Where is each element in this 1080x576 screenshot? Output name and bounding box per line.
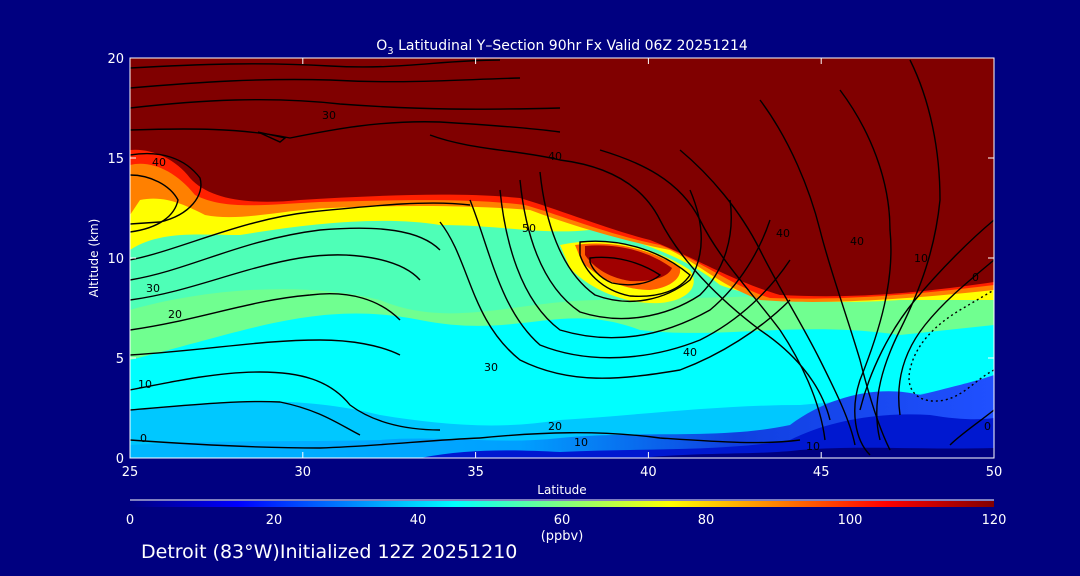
- contour-line: [589, 256, 662, 286]
- x-tick-label: 40: [640, 465, 657, 480]
- colorbar-tick-label: 20: [266, 513, 283, 528]
- contour-line: [579, 240, 691, 298]
- field-lens-120: [585, 245, 672, 282]
- contour-line: [876, 59, 941, 441]
- y-axis: 0 5 10 15 20: [107, 52, 994, 467]
- x-tick-label: 30: [295, 465, 312, 480]
- y-axis-label: Altitude (km): [87, 219, 101, 298]
- contour-line: [759, 99, 891, 451]
- colorbar-tick-label: 120: [982, 513, 1007, 528]
- contour-line: [898, 259, 994, 416]
- x-tick-label: 35: [467, 465, 484, 480]
- contour-label: 10: [574, 436, 588, 449]
- y-tick-label: 0: [116, 452, 124, 467]
- contour-line: [130, 371, 441, 431]
- contour-line: [130, 152, 202, 225]
- colorbar-tick-label: 60: [554, 513, 571, 528]
- contour-line: [130, 121, 561, 139]
- contour-label: 20: [548, 420, 562, 433]
- colorbar-tick-label: 80: [698, 513, 715, 528]
- contour-line: [130, 59, 501, 69]
- field-band-120: [130, 58, 994, 297]
- field-band-10: [640, 447, 994, 458]
- contour-line: [859, 219, 994, 411]
- colorbar-unit: (ppbv): [541, 529, 584, 544]
- contour-label: 20: [168, 308, 182, 321]
- contour-line: [130, 437, 481, 449]
- contour-line: [130, 339, 401, 356]
- colorbar-ticks: 0 20 40 60 80 100 120: [126, 513, 1007, 528]
- contour-line: [130, 98, 561, 110]
- x-tick-label: 45: [813, 465, 830, 480]
- contour-line: [519, 179, 732, 320]
- colorbar: 0 20 40 60 80 100 120 (ppbv): [126, 499, 1007, 544]
- contour-line: [949, 409, 994, 446]
- contour-line: [908, 289, 994, 402]
- contour-label: 0: [140, 432, 147, 445]
- contour-line: [130, 254, 421, 301]
- contour-line: [130, 202, 471, 261]
- field-band-30: [130, 375, 994, 458]
- chart-title: O3 Latitudinal Y–Section 90hr Fx Valid 0…: [376, 38, 748, 57]
- contour-line: [130, 227, 441, 281]
- contour-line: [499, 189, 771, 339]
- contour-label: 40: [152, 156, 166, 169]
- contour-label: 40: [548, 150, 562, 163]
- colorbar-tick-label: 0: [126, 513, 134, 528]
- contour-line: [599, 149, 826, 441]
- contour-label: 40: [683, 346, 697, 359]
- contour-lines: [130, 59, 994, 456]
- y-tick-label: 10: [107, 252, 124, 267]
- contour-line: [130, 400, 361, 436]
- contour-line: [130, 293, 401, 331]
- contour-line: [479, 432, 801, 444]
- contour-label: 0: [984, 420, 991, 433]
- contour-label: 40: [776, 227, 790, 240]
- contour-label: 10: [138, 378, 152, 391]
- contour-line: [429, 134, 831, 421]
- contour-line: [439, 221, 791, 379]
- contour-label: 50: [522, 222, 536, 235]
- x-tick-label: 25: [122, 465, 139, 480]
- y-tick-label: 5: [116, 352, 124, 367]
- contour-line: [257, 131, 287, 143]
- contour-label: 30: [484, 361, 498, 374]
- contour-label: 30: [322, 109, 336, 122]
- contour-line: [839, 89, 892, 456]
- contour-label: 10: [914, 252, 928, 265]
- contour-label: 30: [146, 282, 160, 295]
- contour-labels: 30 40 30 20 10 0 40 50 30 40 20 10 40 40…: [138, 109, 991, 453]
- colorbar-tick-label: 100: [838, 513, 863, 528]
- x-axis: 25 30 35 40 45 50: [122, 58, 1003, 480]
- contour-label: 40: [850, 235, 864, 248]
- plot-area: 30 40 30 20 10 0 40 50 30 40 20 10 40 40…: [130, 58, 994, 458]
- footer-caption: Detroit (83°W)Initialized 12Z 20251210: [141, 541, 518, 563]
- x-axis-label: Latitude: [537, 483, 586, 497]
- y-tick-label: 20: [107, 52, 124, 67]
- field-band-20: [420, 414, 994, 458]
- contour-line: [130, 174, 179, 233]
- y-tick-label: 15: [107, 152, 124, 167]
- contour-label: 10: [806, 440, 820, 453]
- colorbar-tick-label: 40: [410, 513, 427, 528]
- contour-line: [539, 171, 702, 302]
- contour-line: [679, 149, 856, 446]
- contour-line: [469, 199, 791, 359]
- colorbar-gradient: [130, 501, 994, 507]
- x-tick-label: 50: [986, 465, 1003, 480]
- contour-label: 0: [972, 271, 979, 284]
- contour-line: [130, 77, 521, 89]
